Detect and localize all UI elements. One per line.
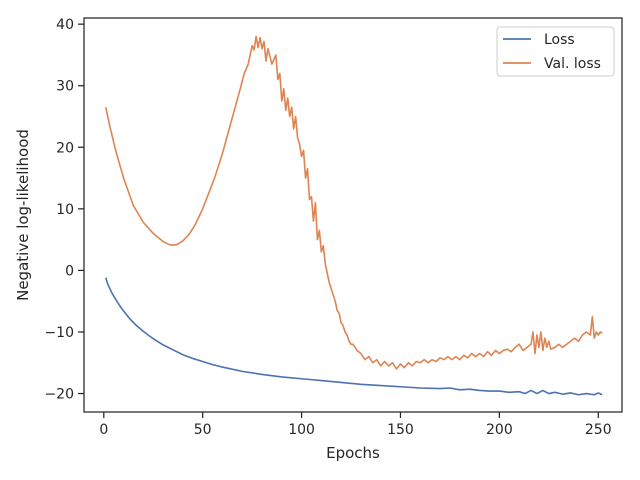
y-tick-label: 40 <box>56 17 74 33</box>
x-tick-label: 150 <box>387 422 414 438</box>
y-tick-label: −10 <box>44 325 74 341</box>
x-tick-label: 0 <box>99 422 108 438</box>
y-tick-label: −20 <box>44 387 74 403</box>
x-tick-label: 200 <box>486 422 513 438</box>
series-line-2 <box>104 35 603 370</box>
y-tick-label: 30 <box>56 79 74 95</box>
y-axis-title: Negative log-likelihood <box>14 129 32 301</box>
y-tick-label: 20 <box>56 140 74 156</box>
y-tick-label: 10 <box>56 202 74 218</box>
x-axis: 0 50 100 150 200 250 <box>99 412 612 438</box>
plot-lines <box>104 35 603 396</box>
x-tick-label: 50 <box>194 422 212 438</box>
legend-label: Loss <box>544 32 575 48</box>
series-line-1 <box>104 277 603 396</box>
x-tick-label: 250 <box>585 422 612 438</box>
x-axis-title: Epochs <box>326 444 380 462</box>
legend: Loss Val. loss <box>496 26 615 77</box>
axes-frame <box>83 17 623 413</box>
x-tick-label: 100 <box>288 422 315 438</box>
legend-label: Val. loss <box>544 56 601 72</box>
y-axis: −20 −10 0 10 20 30 40 <box>44 17 84 403</box>
y-tick-label: 0 <box>65 263 74 279</box>
